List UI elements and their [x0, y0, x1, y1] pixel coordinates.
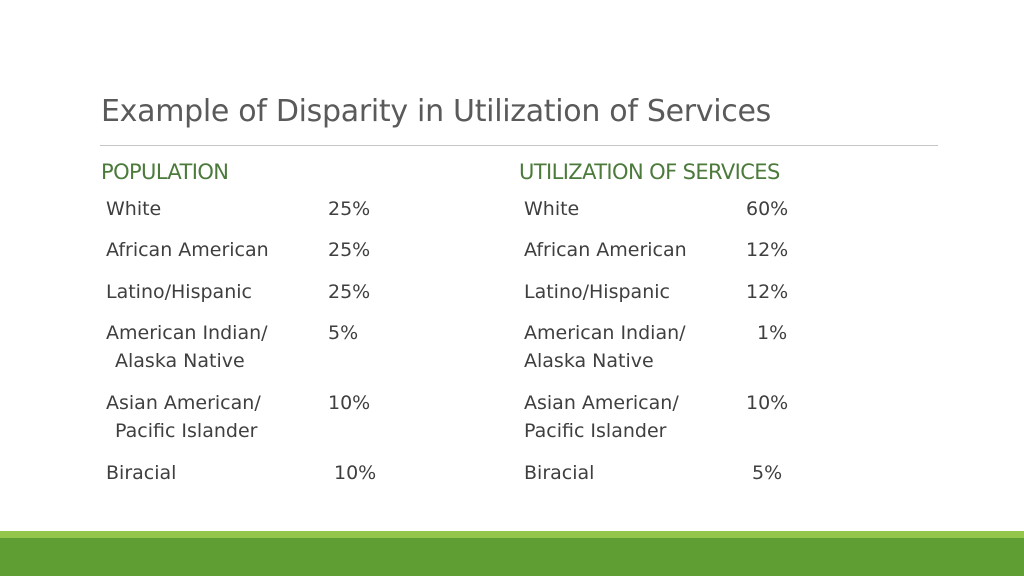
footer-accent-bar: [0, 531, 1024, 538]
population-value-african-american: 25%: [328, 239, 371, 261]
utilization-label-latino-hispanic: Latino/Hispanic: [524, 281, 670, 303]
utilization-value-white: 60%: [746, 198, 789, 220]
population-label-african-american: African American: [106, 239, 269, 261]
utilization-heading: UTILIZATION OF SERVICES: [519, 160, 780, 184]
population-value-latino-hispanic: 25%: [328, 281, 371, 303]
utilization-label-african-american: African American: [524, 239, 687, 261]
population-value-american-indian: 5%: [328, 322, 359, 344]
utilization-value-latino-hispanic: 12%: [746, 281, 789, 303]
population-label-biracial: Biracial: [106, 462, 177, 484]
footer-bar: [0, 538, 1024, 576]
utilization-label-white: White: [524, 198, 580, 220]
slide-title: Example of Disparity in Utilization of S…: [101, 94, 771, 129]
population-value-asian-american: 10%: [328, 392, 371, 414]
utilization-value-biracial: 5%: [752, 462, 783, 484]
population-label-latino-hispanic: Latino/Hispanic: [106, 281, 252, 303]
utilization-value-asian-american: 10%: [746, 392, 789, 414]
utilization-value-african-american: 12%: [746, 239, 789, 261]
utilization-value-american-indian: 1%: [757, 322, 788, 344]
population-value-biracial: 10%: [334, 462, 377, 484]
population-label-white: White: [106, 198, 162, 220]
population-value-white: 25%: [328, 198, 371, 220]
population-heading: POPULATION: [101, 160, 229, 184]
title-divider: [100, 145, 938, 146]
utilization-label-american-indian: American Indian/ Alaska Native: [524, 322, 686, 372]
population-label-american-indian: American Indian/ Alaska Native: [106, 322, 268, 372]
utilization-label-asian-american: Asian American/ Pacific Islander: [524, 392, 679, 442]
utilization-label-biracial: Biracial: [524, 462, 595, 484]
population-label-asian-american: Asian American/ Pacific Islander: [106, 392, 261, 442]
